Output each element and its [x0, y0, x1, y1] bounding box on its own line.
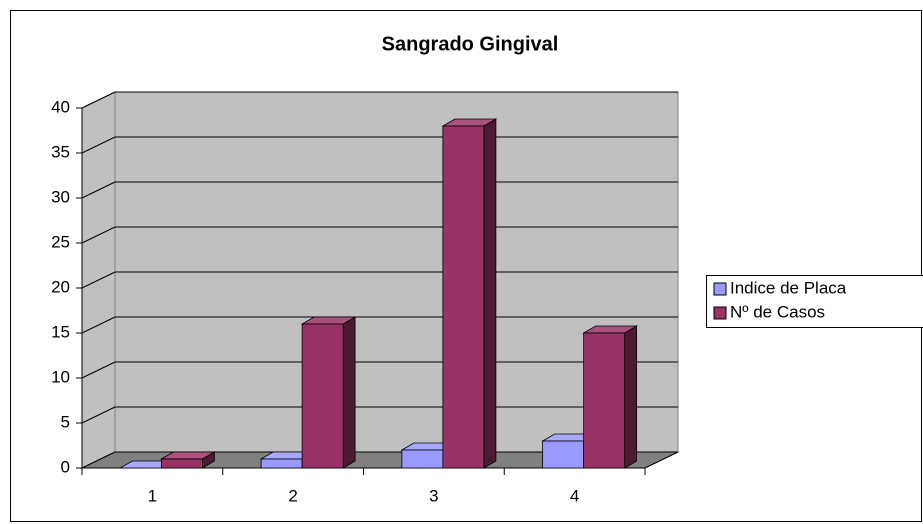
legend-label: Nº de Casos	[730, 302, 825, 321]
bar-side	[483, 118, 497, 469]
x-tick-label: 4	[570, 486, 579, 505]
x-tick-label: 2	[288, 486, 297, 505]
grid-line	[81, 361, 116, 379]
x-tick-label: 1	[148, 486, 157, 505]
bar	[160, 458, 203, 469]
legend-box	[706, 275, 923, 328]
y-tick-label: 20	[51, 277, 70, 296]
y-tick-label: 0	[61, 457, 70, 476]
y-tick-label: 35	[51, 142, 70, 161]
y-tick-label: 25	[51, 232, 70, 251]
grid-line	[81, 271, 116, 289]
bar-side	[624, 325, 638, 469]
x-axis	[644, 451, 679, 469]
bar	[542, 440, 585, 469]
legend-swatch	[713, 282, 727, 296]
bar	[301, 323, 344, 469]
grid-line	[81, 91, 116, 109]
y-tick-label: 15	[51, 322, 70, 341]
grid-line	[81, 226, 116, 244]
y-tick-label: 30	[51, 187, 70, 206]
bar	[260, 458, 303, 469]
grid-line	[81, 406, 116, 424]
y-tick-label: 5	[61, 412, 70, 431]
bar	[583, 332, 626, 469]
bar	[442, 125, 485, 469]
y-tick-label: 40	[51, 97, 70, 116]
x-tick-label: 3	[429, 486, 438, 505]
grid-line	[81, 181, 116, 199]
y-tick-label: 10	[51, 367, 70, 386]
chart-title: Sangrado Gingival	[382, 33, 559, 55]
legend-swatch	[713, 306, 727, 320]
bar-side	[342, 316, 356, 469]
bar	[401, 449, 444, 469]
legend-label: Indice de Placa	[730, 278, 847, 297]
grid-line	[81, 136, 116, 154]
grid-line	[81, 316, 116, 334]
grid-line	[81, 451, 116, 469]
